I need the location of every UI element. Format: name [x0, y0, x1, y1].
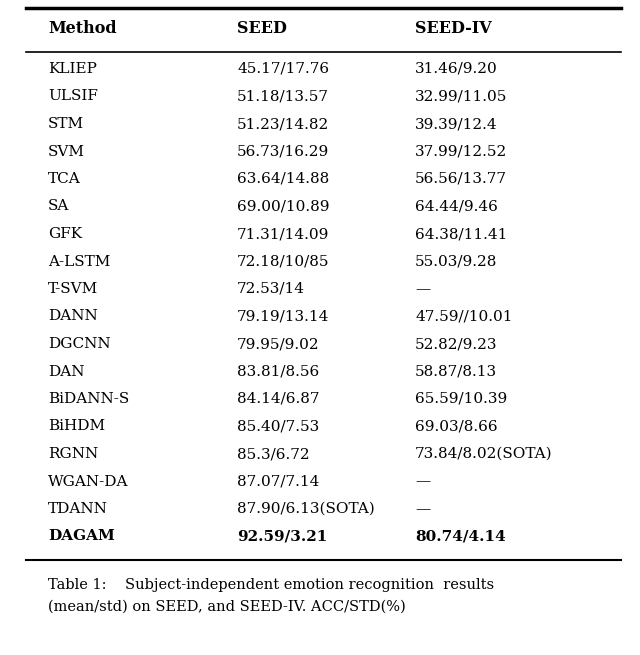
Text: TCA: TCA [48, 172, 81, 186]
Text: 56.56/13.77: 56.56/13.77 [415, 172, 507, 186]
Text: 79.95/9.02: 79.95/9.02 [237, 337, 319, 351]
Text: 73.84/8.02(SOTA): 73.84/8.02(SOTA) [415, 447, 552, 461]
Text: 51.23/14.82: 51.23/14.82 [237, 117, 329, 131]
Text: 39.39/12.4: 39.39/12.4 [415, 117, 498, 131]
Text: Method: Method [48, 20, 116, 37]
Text: DAGAM: DAGAM [48, 529, 115, 544]
Text: 31.46/9.20: 31.46/9.20 [415, 62, 498, 76]
Text: 84.14/6.87: 84.14/6.87 [237, 392, 319, 406]
Text: GFK: GFK [48, 227, 82, 241]
Text: A-LSTM: A-LSTM [48, 255, 110, 269]
Text: 32.99/11.05: 32.99/11.05 [415, 90, 508, 103]
Text: 69.03/8.66: 69.03/8.66 [415, 419, 498, 434]
Text: TDANN: TDANN [48, 502, 108, 516]
Text: 83.81/8.56: 83.81/8.56 [237, 364, 319, 379]
Text: 52.82/9.23: 52.82/9.23 [415, 337, 497, 351]
Text: 64.44/9.46: 64.44/9.46 [415, 200, 498, 214]
Text: 63.64/14.88: 63.64/14.88 [237, 172, 329, 186]
Text: STM: STM [48, 117, 84, 131]
Text: DANN: DANN [48, 310, 98, 324]
Text: (mean/std) on SEED, and SEED-IV. ACC/STD(%): (mean/std) on SEED, and SEED-IV. ACC/STD… [48, 599, 406, 614]
Text: Table 1:    Subject-independent emotion recognition  results: Table 1: Subject-independent emotion rec… [48, 578, 494, 591]
Text: 72.18/10/85: 72.18/10/85 [237, 255, 330, 269]
Text: 65.59/10.39: 65.59/10.39 [415, 392, 508, 406]
Text: SEED: SEED [237, 20, 287, 37]
Text: 37.99/12.52: 37.99/12.52 [415, 145, 508, 159]
Text: BiDANN-S: BiDANN-S [48, 392, 129, 406]
Text: DGCNN: DGCNN [48, 337, 111, 351]
Text: RGNN: RGNN [48, 447, 99, 461]
Text: 87.90/6.13(SOTA): 87.90/6.13(SOTA) [237, 502, 375, 516]
Text: 80.74/4.14: 80.74/4.14 [415, 529, 506, 544]
Text: WGAN-DA: WGAN-DA [48, 474, 129, 489]
Text: SVM: SVM [48, 145, 85, 159]
Text: SA: SA [48, 200, 69, 214]
Text: —: — [415, 474, 430, 489]
Text: ULSIF: ULSIF [48, 90, 98, 103]
Text: T-SVM: T-SVM [48, 282, 99, 296]
Text: 92.59/3.21: 92.59/3.21 [237, 529, 328, 544]
Text: 58.87/8.13: 58.87/8.13 [415, 364, 497, 379]
Text: 72.53/14: 72.53/14 [237, 282, 305, 296]
Text: 85.40/7.53: 85.40/7.53 [237, 419, 319, 434]
Text: 51.18/13.57: 51.18/13.57 [237, 90, 329, 103]
Text: 79.19/13.14: 79.19/13.14 [237, 310, 330, 324]
Text: 47.59//10.01: 47.59//10.01 [415, 310, 513, 324]
Text: 69.00/10.89: 69.00/10.89 [237, 200, 330, 214]
Text: 71.31/14.09: 71.31/14.09 [237, 227, 330, 241]
Text: —: — [415, 502, 430, 516]
Text: BiHDM: BiHDM [48, 419, 105, 434]
Text: —: — [415, 282, 430, 296]
Text: 45.17/17.76: 45.17/17.76 [237, 62, 329, 76]
Text: 56.73/16.29: 56.73/16.29 [237, 145, 329, 159]
Text: SEED-IV: SEED-IV [415, 20, 492, 37]
Text: 87.07/7.14: 87.07/7.14 [237, 474, 319, 489]
Text: KLIEP: KLIEP [48, 62, 97, 76]
Text: DAN: DAN [48, 364, 84, 379]
Text: 85.3/6.72: 85.3/6.72 [237, 447, 310, 461]
Text: 55.03/9.28: 55.03/9.28 [415, 255, 497, 269]
Text: 64.38/11.41: 64.38/11.41 [415, 227, 508, 241]
